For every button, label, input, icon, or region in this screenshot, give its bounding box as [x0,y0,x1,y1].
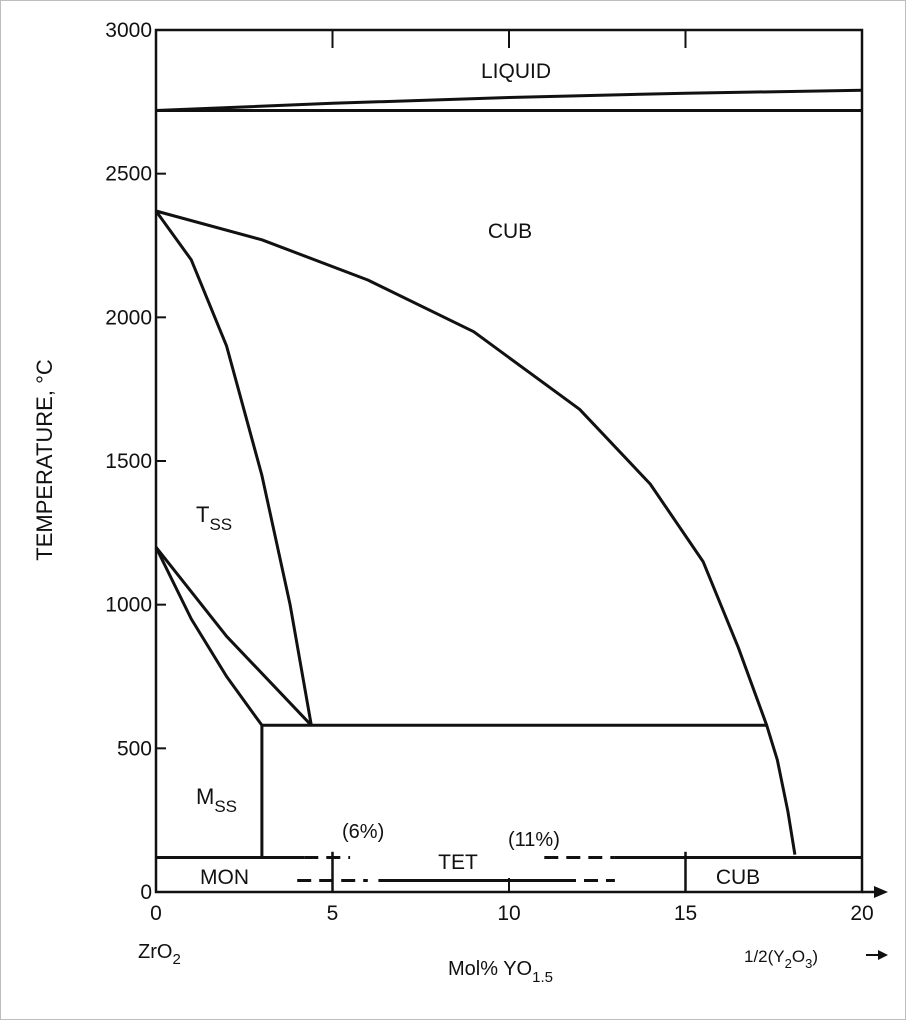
y-tick-label: 1000 [105,594,152,617]
x-axis-arrow-icon [874,886,888,898]
phase-boundary-4 [154,546,313,727]
y-tick-label: 1500 [105,450,152,473]
label-liquid: LIQUID [481,60,551,83]
y2o3-label: 1/2(Y2O3) [744,947,818,971]
y-axis-label: TEMPERATURE, °C [32,359,57,561]
phase-boundaries [154,88,863,882]
x-axis-label: Mol% YO1.5 [448,958,553,986]
label-pct11: (11%) [508,829,560,851]
x-tick-label: 10 [497,902,520,925]
phase-boundary-1 [155,88,863,112]
y-tick-label: 500 [117,737,152,760]
y-tick-label: 0 [140,881,152,904]
label-mon: MON [200,866,249,889]
phase-boundary-2 [155,209,797,855]
y-tick-label: 2500 [105,163,152,186]
x-tick-label: 0 [150,902,162,925]
x-tick-label: 20 [850,902,873,925]
label-tet: TET [438,851,478,874]
label-cub-low: CUB [716,866,760,889]
x-tick-label: 15 [674,902,697,925]
axis-ticks: 0 5 10 15 20 0 500 1000 1500 2000 2500 3000 [105,19,873,925]
x-tick-label: 5 [327,902,339,925]
phase-boundary-3 [154,210,313,726]
label-mss: MSS [196,784,237,816]
label-cub-high: CUB [488,220,532,243]
component-arrow-icon [878,950,888,960]
phase-boundary-5 [154,546,264,727]
label-tss: TSS [196,502,232,534]
zro2-label: ZrO2 [138,941,181,968]
y-tick-label: 2000 [105,306,152,329]
y-tick-label: 3000 [105,19,152,42]
label-pct6: (6%) [342,821,384,843]
